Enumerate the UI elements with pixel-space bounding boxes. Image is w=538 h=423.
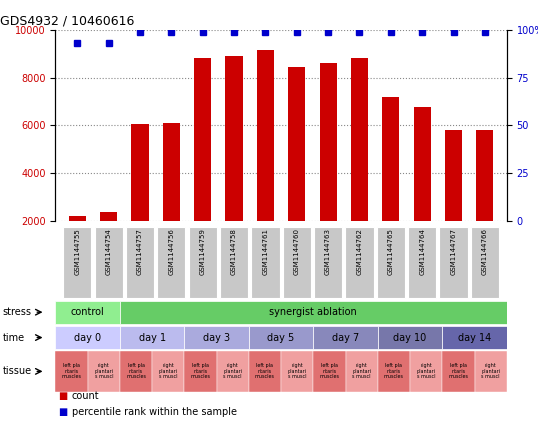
Text: GSM1144764: GSM1144764	[419, 228, 425, 275]
Text: GSM1144760: GSM1144760	[294, 228, 300, 275]
FancyBboxPatch shape	[378, 351, 410, 392]
FancyBboxPatch shape	[120, 301, 507, 324]
Text: right
plantari
s muscl: right plantari s muscl	[352, 363, 371, 379]
Bar	[382, 97, 399, 269]
Bar	[69, 217, 86, 269]
Bar	[131, 124, 148, 269]
FancyBboxPatch shape	[251, 227, 280, 298]
Bar	[163, 123, 180, 269]
Text: day 14: day 14	[458, 332, 491, 343]
Bar	[288, 67, 306, 269]
FancyBboxPatch shape	[377, 227, 405, 298]
Text: GSM1144757: GSM1144757	[137, 228, 143, 275]
Bar	[257, 50, 274, 269]
FancyBboxPatch shape	[313, 326, 378, 349]
Text: day 10: day 10	[393, 332, 427, 343]
Text: left pla
ntaris
muscles: left pla ntaris muscles	[320, 363, 339, 379]
FancyBboxPatch shape	[217, 351, 249, 392]
FancyBboxPatch shape	[345, 351, 378, 392]
Text: day 3: day 3	[203, 332, 230, 343]
FancyBboxPatch shape	[475, 351, 507, 392]
FancyBboxPatch shape	[88, 351, 120, 392]
FancyBboxPatch shape	[471, 227, 499, 298]
FancyBboxPatch shape	[95, 227, 123, 298]
Text: day 5: day 5	[267, 332, 295, 343]
FancyBboxPatch shape	[189, 227, 217, 298]
Bar	[320, 63, 337, 269]
FancyBboxPatch shape	[63, 227, 91, 298]
Text: right
plantari
s muscl: right plantari s muscl	[159, 363, 178, 379]
FancyBboxPatch shape	[157, 227, 186, 298]
FancyBboxPatch shape	[120, 351, 152, 392]
FancyBboxPatch shape	[442, 326, 507, 349]
FancyBboxPatch shape	[410, 351, 442, 392]
Bar	[445, 130, 462, 269]
Text: day 0: day 0	[74, 332, 101, 343]
FancyBboxPatch shape	[185, 351, 217, 392]
FancyBboxPatch shape	[281, 351, 313, 392]
Text: right
plantari
s muscl: right plantari s muscl	[94, 363, 114, 379]
Text: right
plantari
s muscl: right plantari s muscl	[288, 363, 307, 379]
Text: GSM1144767: GSM1144767	[450, 228, 457, 275]
Text: ■: ■	[58, 407, 67, 417]
Text: left pla
ntaris
muscles: left pla ntaris muscles	[255, 363, 275, 379]
Text: left pla
ntaris
muscles: left pla ntaris muscles	[449, 363, 469, 379]
Text: tissue: tissue	[3, 366, 32, 376]
FancyBboxPatch shape	[440, 227, 468, 298]
Text: left pla
ntaris
muscles: left pla ntaris muscles	[126, 363, 146, 379]
Text: stress: stress	[3, 307, 32, 317]
FancyBboxPatch shape	[282, 227, 311, 298]
FancyBboxPatch shape	[314, 227, 342, 298]
Bar	[100, 212, 117, 269]
FancyBboxPatch shape	[313, 351, 345, 392]
FancyBboxPatch shape	[126, 227, 154, 298]
Text: ■: ■	[58, 391, 67, 401]
FancyBboxPatch shape	[55, 351, 88, 392]
Text: GSM1144766: GSM1144766	[482, 228, 488, 275]
Text: day 1: day 1	[139, 332, 166, 343]
Text: percentile rank within the sample: percentile rank within the sample	[72, 407, 237, 417]
Text: right
plantari
s muscl: right plantari s muscl	[416, 363, 436, 379]
Text: GSM1144762: GSM1144762	[357, 228, 363, 275]
Text: GSM1144761: GSM1144761	[263, 228, 268, 275]
Text: time: time	[3, 332, 25, 343]
FancyBboxPatch shape	[345, 227, 373, 298]
FancyBboxPatch shape	[55, 326, 120, 349]
Text: GSM1144754: GSM1144754	[105, 228, 112, 275]
FancyBboxPatch shape	[408, 227, 436, 298]
Text: GSM1144756: GSM1144756	[168, 228, 174, 275]
FancyBboxPatch shape	[249, 326, 313, 349]
Text: left pla
ntaris
muscles: left pla ntaris muscles	[190, 363, 210, 379]
Text: control: control	[71, 307, 104, 317]
FancyBboxPatch shape	[55, 301, 120, 324]
Text: GDS4932 / 10460616: GDS4932 / 10460616	[0, 14, 134, 27]
Text: day 7: day 7	[332, 332, 359, 343]
Text: synergist ablation: synergist ablation	[270, 307, 357, 317]
Bar	[225, 56, 243, 269]
FancyBboxPatch shape	[185, 326, 249, 349]
Text: left pla
ntaris
muscles: left pla ntaris muscles	[384, 363, 404, 379]
FancyBboxPatch shape	[120, 326, 185, 349]
Text: GSM1144759: GSM1144759	[200, 228, 206, 275]
FancyBboxPatch shape	[152, 351, 185, 392]
Bar	[414, 107, 431, 269]
Text: GSM1144763: GSM1144763	[325, 228, 331, 275]
Text: count: count	[72, 391, 99, 401]
Text: right
plantari
s muscl: right plantari s muscl	[481, 363, 500, 379]
Text: GSM1144758: GSM1144758	[231, 228, 237, 275]
FancyBboxPatch shape	[249, 351, 281, 392]
FancyBboxPatch shape	[378, 326, 442, 349]
Bar	[194, 58, 211, 269]
Bar	[351, 58, 368, 269]
Text: GSM1144765: GSM1144765	[388, 228, 394, 275]
FancyBboxPatch shape	[442, 351, 475, 392]
Text: left pla
ntaris
muscles: left pla ntaris muscles	[61, 363, 82, 379]
Bar	[476, 130, 493, 269]
Text: GSM1144755: GSM1144755	[74, 228, 80, 275]
Text: right
plantari
s muscl: right plantari s muscl	[223, 363, 242, 379]
FancyBboxPatch shape	[220, 227, 248, 298]
